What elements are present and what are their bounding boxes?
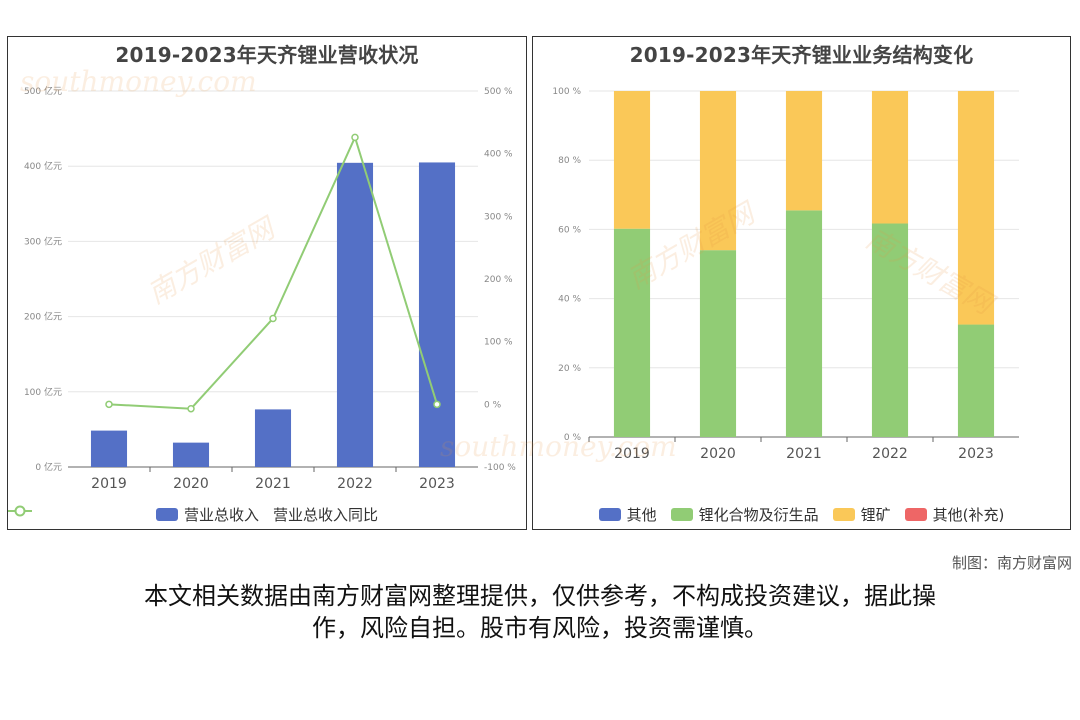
legend-label-other: 其他 [626, 506, 657, 524]
legend-swatch-lithium-compounds [670, 508, 693, 521]
bar-segment [785, 91, 823, 211]
bar-revenue [254, 409, 292, 467]
point-revenue-yoy [187, 404, 195, 413]
bar-revenue [418, 162, 456, 467]
x-tick-label: 2019 [614, 446, 650, 462]
x-tick-label: 2019 [91, 476, 127, 492]
bar-revenue [90, 430, 128, 467]
structure-chart-svg: 0 % 20 % 40 % 60 % 80 % 100 % 2019 2020 2021 2022… [552, 87, 1019, 462]
revenue-chart-panel: 0 亿元 100 亿元 200 亿元 300 亿元 400 亿元 500 亿元 -100 %… [7, 36, 527, 530]
y-tick-label: 0 % [564, 433, 582, 443]
bar-segment [957, 324, 995, 437]
y-right-tick-label: 100 % [484, 338, 513, 348]
bar-revenue [336, 162, 374, 467]
y-left-tick-label: 400 亿元 [24, 160, 62, 172]
point-revenue-yoy [433, 400, 441, 409]
disclaimer-line-1: 本文相关数据由南方财富网整理提供，仅供参考，不构成投资建议，据此操 [144, 582, 936, 610]
legend-item-other[interactable]: 其他 [598, 504, 657, 525]
legend-swatch-other [598, 508, 621, 521]
x-tick-label: 2023 [419, 476, 455, 492]
y-right-tick-label: 500 % [484, 87, 513, 97]
bar-segment [871, 223, 909, 437]
line-revenue-yoy [108, 134, 438, 410]
legend-swatch-other-supplement [904, 508, 927, 521]
y-tick-label: 80 % [558, 156, 581, 166]
bar-segment [699, 91, 737, 251]
bar-segment [699, 250, 737, 437]
bar-segment [871, 91, 909, 224]
legend-label-lithium-compounds: 锂化合物及衍生品 [698, 506, 819, 524]
x-tick-label: 2020 [173, 476, 209, 492]
y-left-tick-label: 100 亿元 [24, 386, 62, 398]
revenue-chart-svg: 0 亿元 100 亿元 200 亿元 300 亿元 400 亿元 500 亿元 -100 %… [24, 85, 516, 492]
y-tick-label: 60 % [558, 225, 581, 235]
disclaimer: 本文相关数据由南方财富网整理提供，仅供参考，不构成投资建议，据此操 作，风险自担… [60, 580, 1020, 644]
structure-chart-title: 2019-2023年天齐锂业业务结构变化 [629, 43, 974, 67]
legend-item-revenue[interactable]: 营业总收入 [155, 504, 259, 525]
legend-item-lithium-compounds[interactable]: 锂化合物及衍生品 [670, 504, 819, 525]
bar-revenue [172, 442, 210, 467]
legend-item-revenue-yoy[interactable]: 营业总收入同比 [8, 504, 379, 525]
x-tick-label: 2022 [337, 476, 373, 492]
x-tick-label: 2020 [700, 446, 736, 462]
disclaimer-line-2: 作，风险自担。股市有风险，投资需谨慎。 [312, 614, 768, 642]
y-right-tick-label: -100 % [484, 463, 516, 473]
bar-segment [957, 91, 995, 325]
y-left-tick-label: 500 亿元 [24, 85, 62, 97]
point-revenue-yoy [351, 133, 359, 142]
legend-label-revenue: 营业总收入 [183, 506, 259, 524]
bar-segment [613, 228, 651, 437]
structure-chart-panel: 0 % 20 % 40 % 60 % 80 % 100 % 2019 2020 2021 2022… [532, 36, 1071, 530]
revenue-chart-title: 2019-2023年天齐锂业营收状况 [115, 43, 419, 67]
y-tick-label: 100 % [552, 87, 581, 97]
y-right-tick-label: 200 % [484, 275, 513, 285]
structure-chart-legend: 其他 锂化合物及衍生品 锂矿 其他(补充) [533, 504, 1070, 525]
x-tick-label: 2022 [872, 446, 908, 462]
y-left-tick-label: 200 亿元 [24, 311, 62, 323]
y-left-tick-label: 0 亿元 [35, 461, 62, 473]
x-tick-label: 2021 [786, 446, 822, 462]
x-tick-label: 2021 [255, 476, 291, 492]
y-tick-label: 20 % [558, 364, 581, 374]
legend-swatch-lithium-ore [832, 508, 855, 521]
y-right-tick-label: 400 % [484, 150, 513, 160]
legend-label-revenue-yoy: 营业总收入同比 [273, 506, 379, 524]
point-revenue-yoy [269, 314, 277, 323]
bar-segment [785, 210, 823, 437]
y-right-tick-label: 0 % [484, 400, 502, 410]
legend-label-other-supplement: 其他(补充) [932, 506, 1005, 524]
bar-segment [613, 91, 651, 229]
legend-item-lithium-ore[interactable]: 锂矿 [832, 504, 891, 525]
chart-credit: 制图：南方财富网 [951, 554, 1072, 572]
legend-swatch-revenue-yoy [8, 505, 32, 517]
y-left-tick-label: 300 亿元 [24, 235, 62, 247]
point-revenue-yoy [105, 400, 113, 409]
x-tick-label: 2023 [958, 446, 994, 462]
legend-swatch-revenue [155, 508, 178, 521]
y-tick-label: 40 % [558, 295, 581, 305]
legend-label-lithium-ore: 锂矿 [860, 506, 891, 524]
revenue-chart-legend: 营业总收入 营业总收入同比 [8, 504, 526, 525]
legend-item-other-supplement[interactable]: 其他(补充) [904, 504, 1005, 525]
y-right-tick-label: 300 % [484, 212, 513, 222]
